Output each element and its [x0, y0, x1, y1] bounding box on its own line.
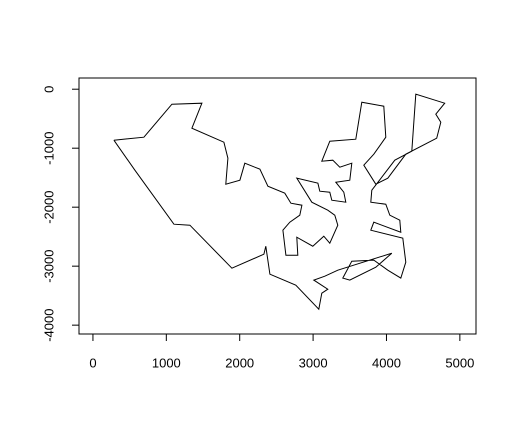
x-tick-label: 4000 — [372, 355, 401, 370]
x-tick-label: 0 — [89, 355, 96, 370]
y-tick-label: -2000 — [41, 191, 56, 224]
plot-frame — [78, 77, 477, 335]
x-tick-label: 1000 — [152, 355, 181, 370]
y-tick-label: -3000 — [41, 250, 56, 283]
x-tick-label: 3000 — [299, 355, 328, 370]
line-series — [113, 93, 446, 311]
y-tick-label: 0 — [41, 86, 56, 93]
y-tick-label: -4000 — [41, 309, 56, 342]
y-tick-label: -1000 — [41, 132, 56, 165]
x-tick-label: 2000 — [225, 355, 254, 370]
x-tick-label: 5000 — [445, 355, 474, 370]
